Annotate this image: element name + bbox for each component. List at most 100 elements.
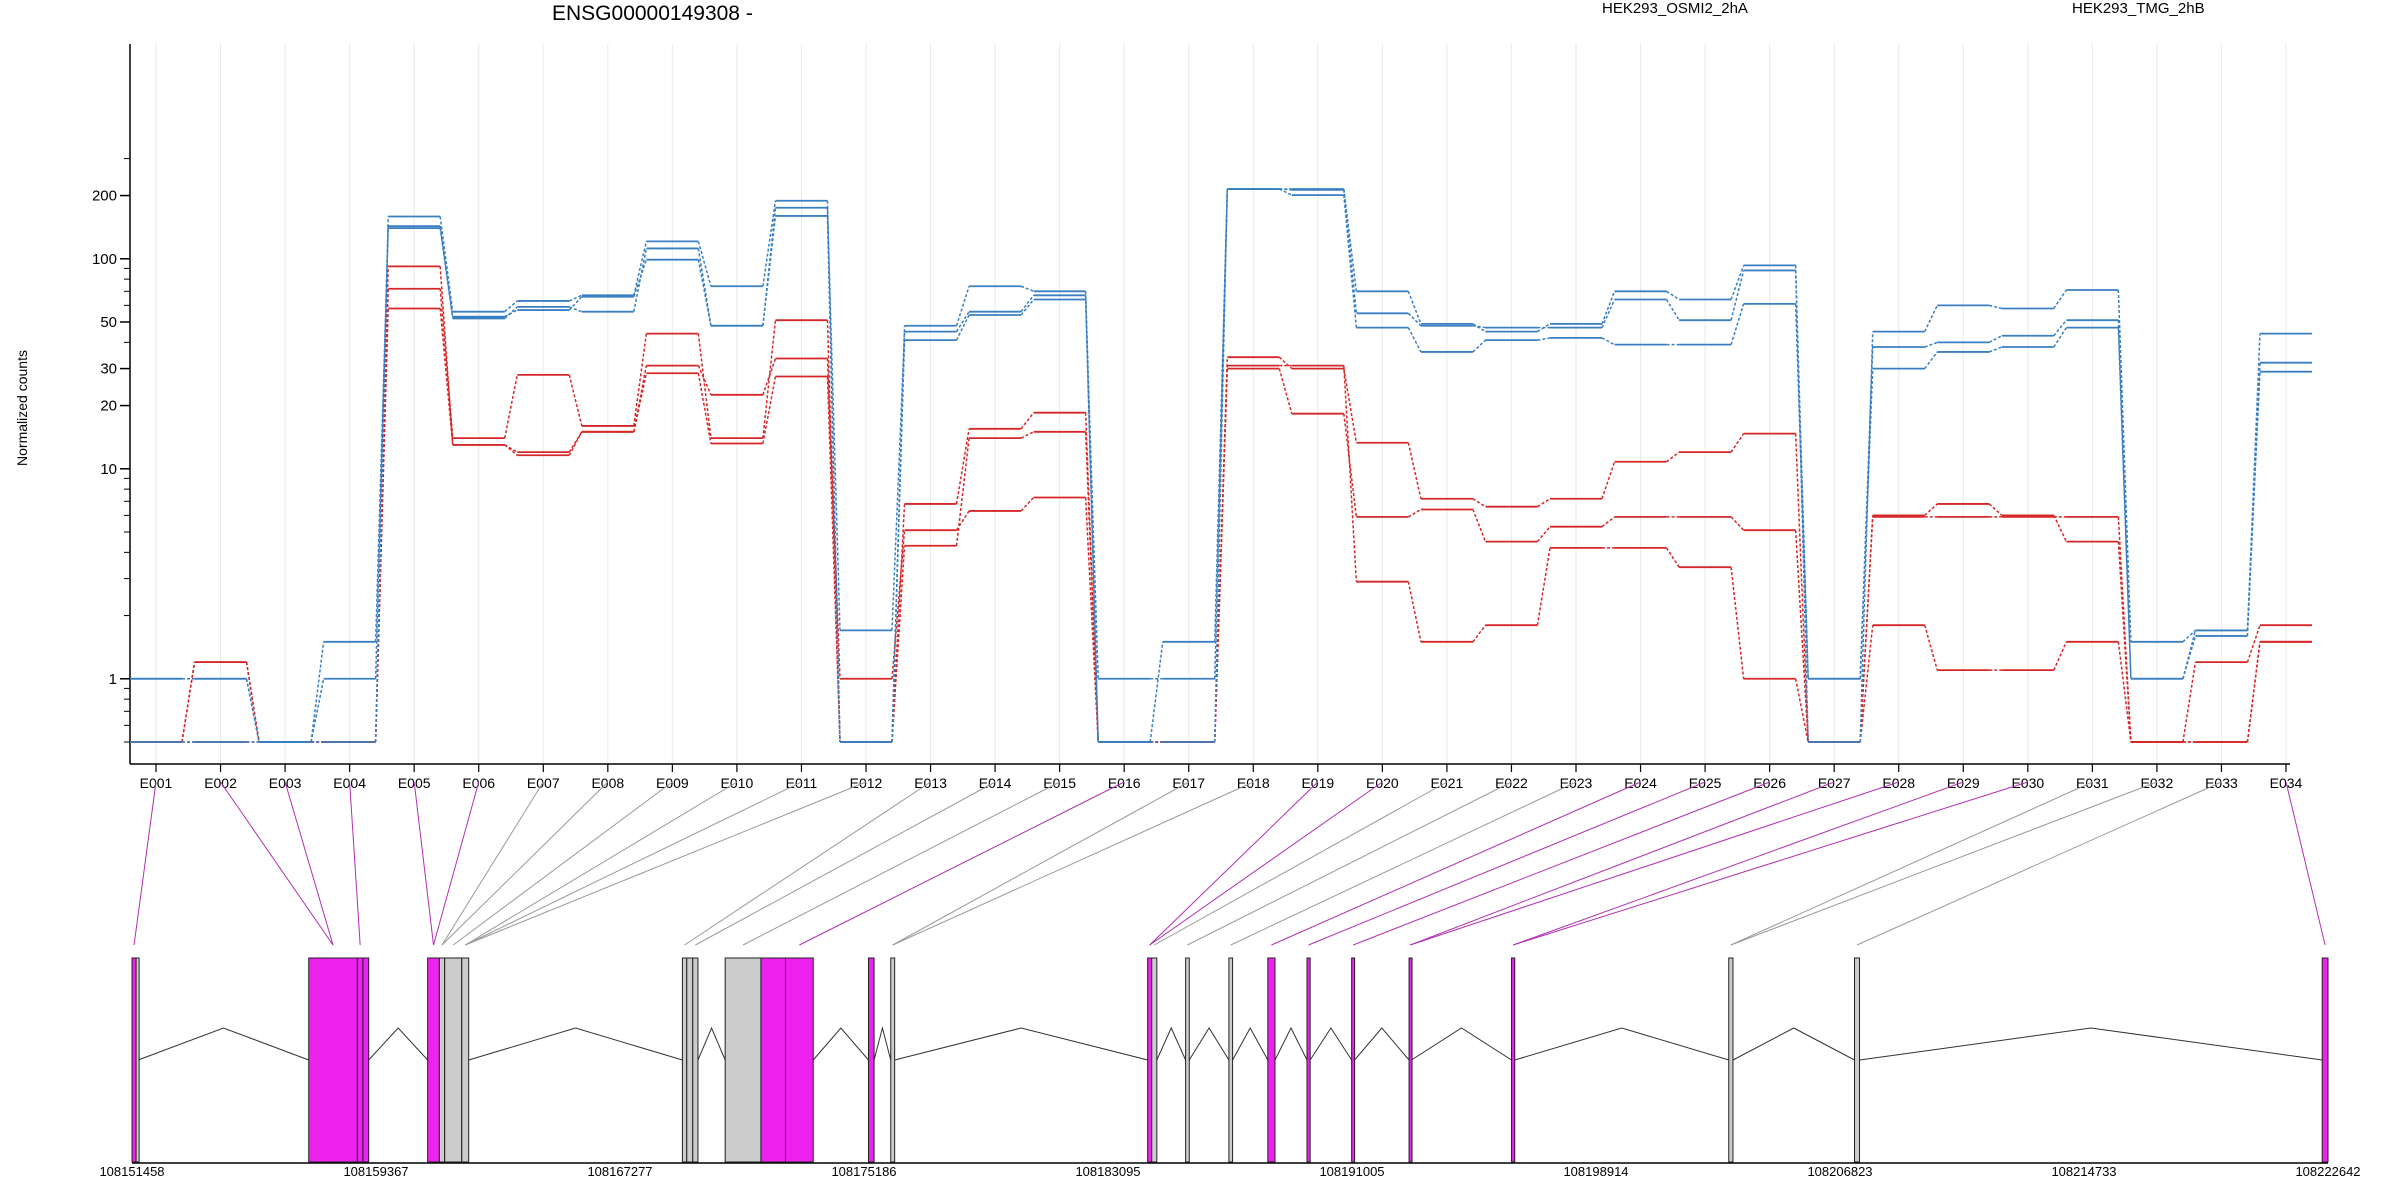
series-transition-segment xyxy=(1794,530,1809,743)
series-transition-segment xyxy=(2182,662,2197,743)
exon-link-lines xyxy=(133,781,2326,946)
series-transition-segment xyxy=(1213,188,1229,642)
series-transition-segment xyxy=(439,227,454,319)
series-transition-segment xyxy=(633,373,648,432)
series-transition-segment xyxy=(1407,291,1422,325)
exon-box xyxy=(1854,957,1861,1163)
series-transition-segment xyxy=(1859,368,1874,679)
series-transition-segment xyxy=(504,306,518,319)
series-transition-segment xyxy=(1536,526,1551,543)
series-transition-segment xyxy=(955,438,970,546)
legend-entry-tmg: HEK293_TMG_2hB xyxy=(2072,0,2205,17)
series-transition-segment xyxy=(762,320,777,439)
series-transition-segment xyxy=(1407,327,1422,353)
series-transition-segment xyxy=(1407,312,1422,327)
vertical-gridlines xyxy=(155,44,2287,764)
series-transition-segment xyxy=(503,374,519,439)
series-transition-segment xyxy=(1472,509,1487,542)
x-tick-label: E025 xyxy=(1689,775,1722,791)
series-transition-segment xyxy=(374,228,389,642)
series-transition-segment xyxy=(762,358,777,396)
x-tick-label: E012 xyxy=(850,775,883,791)
x-tick-label: E031 xyxy=(2076,775,2109,791)
y-tick-label: 1 xyxy=(109,671,117,688)
exon-link xyxy=(1352,781,1770,946)
series-transition-segment xyxy=(1924,341,1938,348)
series-transition-segment xyxy=(1020,299,1035,316)
exon-link xyxy=(1187,781,1512,946)
exon-box-highlighted xyxy=(1408,957,1413,1163)
series-transition-segment xyxy=(2246,624,2261,663)
series-transition-segment xyxy=(1988,346,2003,353)
series-transition-segment xyxy=(1472,323,1486,333)
exon-link xyxy=(284,781,334,946)
series-transition-segment xyxy=(1020,294,1035,313)
exon-box-highlighted xyxy=(2321,957,2329,1163)
exon-link xyxy=(1730,781,2093,946)
series-transition-segment xyxy=(1020,431,1034,439)
exon-link xyxy=(1410,781,1835,946)
series-transition-segment xyxy=(1730,303,1745,345)
chart-title: ENSG00000149308 - xyxy=(552,2,753,25)
series-transition-segment xyxy=(2117,289,2132,642)
x-tick-label: E016 xyxy=(1108,775,1141,791)
x-tick-label: E008 xyxy=(591,775,624,791)
series-lines xyxy=(130,188,2312,743)
series-transition-segment xyxy=(2246,333,2261,631)
series-transition-segment xyxy=(1084,295,1099,679)
series-transition-segment xyxy=(697,333,712,439)
series-transition-segment xyxy=(1924,351,1938,370)
exon-link xyxy=(742,781,1060,946)
series-transition-segment xyxy=(1343,189,1358,314)
series-transition-segment xyxy=(1730,516,1745,531)
exon-link xyxy=(349,781,361,946)
exon-box-highlighted xyxy=(760,957,786,1163)
exon-link xyxy=(1308,781,1706,946)
series-transition-segment xyxy=(2182,635,2197,679)
series-transition-segment xyxy=(762,200,777,287)
x-tick-label: E018 xyxy=(1237,775,1270,791)
series-transition-segment xyxy=(1730,270,1745,321)
exon-link xyxy=(1513,781,2028,946)
exon-link xyxy=(1149,781,1319,946)
series-transition-segment xyxy=(569,306,583,313)
series-transition-segment xyxy=(1794,265,1809,743)
genomic-coordinate-label: 108206823 xyxy=(1807,1164,1872,1179)
series-transition-segment xyxy=(439,308,454,445)
x-tick-label: E014 xyxy=(979,775,1012,791)
exon-link xyxy=(1149,781,1383,946)
x-tick-label: E029 xyxy=(1947,775,1980,791)
series-transition-segment xyxy=(1601,337,1615,346)
exon-link xyxy=(1271,781,1641,946)
exon-box-highlighted xyxy=(1511,957,1516,1163)
series-transition-segment xyxy=(1924,503,1938,516)
series-transition-segment xyxy=(1472,498,1486,508)
series-transition-segment xyxy=(2117,641,2132,743)
exon-link xyxy=(799,781,1125,946)
series-transition-segment xyxy=(1278,368,1293,414)
exon-link xyxy=(1154,781,1448,946)
series-transition-segment xyxy=(1084,497,1099,743)
series-transition-segment xyxy=(1794,678,1809,743)
series-transition-segment xyxy=(181,662,196,743)
exon-box-highlighted xyxy=(1147,957,1153,1163)
series-transition-segment xyxy=(1537,498,1551,508)
series-transition-segment xyxy=(1343,368,1358,443)
genomic-coordinate-label: 108167277 xyxy=(587,1164,652,1179)
exon-box xyxy=(1151,957,1158,1163)
series-transition-segment xyxy=(762,376,777,444)
exon-link xyxy=(413,781,435,946)
series-transition-segment xyxy=(1343,195,1358,328)
series-transition-segment xyxy=(245,678,260,743)
series-transition-segment xyxy=(1859,625,1874,743)
series-transition-segment xyxy=(1730,265,1745,300)
x-tick-label: E007 xyxy=(527,775,560,791)
x-tick-label: E020 xyxy=(1366,775,1399,791)
series-transition-segment xyxy=(1407,442,1422,499)
series-transition-segment xyxy=(2182,629,2196,643)
intron-line xyxy=(1232,1026,1269,1061)
intron-line xyxy=(812,1027,869,1061)
series-transition-segment xyxy=(826,376,841,743)
series-transition-segment xyxy=(891,545,906,743)
y-tick-label: 100 xyxy=(92,251,117,268)
